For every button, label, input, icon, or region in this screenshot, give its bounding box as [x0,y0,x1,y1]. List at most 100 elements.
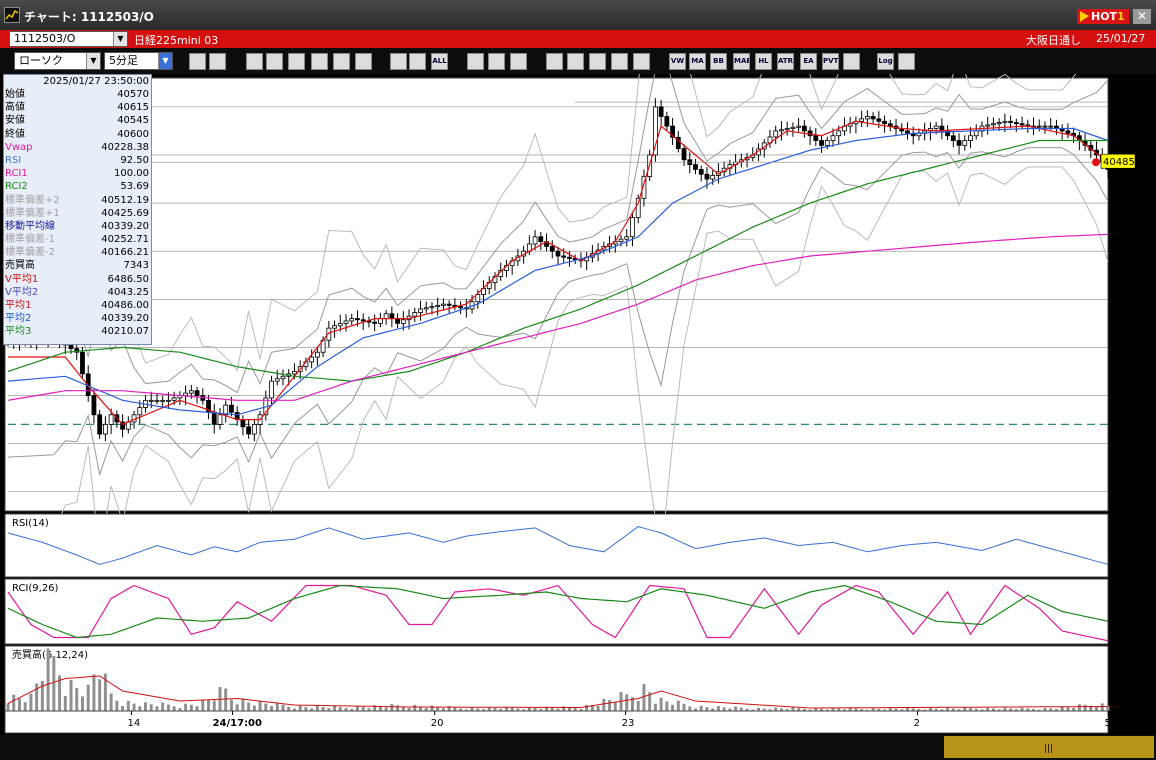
candle-body [314,351,320,358]
volume-bar [527,707,531,711]
trendline-icon[interactable] [246,53,263,70]
hot-badge[interactable]: HOT1 [1077,9,1129,24]
candle-body [876,118,882,122]
candle-body [905,130,910,134]
volume-bar [934,708,938,711]
pen-icon[interactable] [266,53,283,70]
market-date: 25/01/27 [1096,32,1146,45]
volume-bar [630,697,634,711]
window-titlebar[interactable]: チャート: 1112503/O HOT1 ✕ [0,0,1156,30]
candle-body [332,325,337,329]
export-icon[interactable] [898,53,915,70]
clock-icon[interactable] [633,53,650,70]
ma-icon[interactable]: MA [689,53,706,70]
price-tick-label: 40000 [1116,392,1148,403]
volume-bar [969,708,972,711]
bollinger-icon[interactable]: BB [710,53,727,70]
current-price-label: 40485 [1103,157,1135,168]
download-icon[interactable] [546,53,563,70]
log-icon[interactable]: Log [877,53,894,70]
volume-bar [447,706,451,711]
search-icon[interactable] [189,53,206,70]
candle-body [670,125,675,138]
volume-bar [476,708,480,711]
candle-body [549,245,555,252]
candle-body [80,351,85,375]
candle-body [652,106,658,156]
candle-body [154,399,160,402]
pivot-icon[interactable]: PVT [822,53,839,70]
candle-body [395,318,400,324]
volume-bar [304,707,308,711]
volume-bar [716,706,720,711]
volume-bar [1083,704,1087,711]
candle-body [343,320,349,324]
volume-bar [905,707,909,711]
data-row: RCI1 100.00 [4,167,151,180]
volume-bar [791,707,795,711]
pointer-icon[interactable] [288,53,305,70]
data-row: 売買高 7343 [4,259,151,272]
chevron-down-icon[interactable]: ▼ [113,32,127,46]
candle-body [148,399,154,402]
current-price-dot [1092,158,1100,167]
symbol-code-combo[interactable]: 1112503/O ▼ [9,31,128,47]
candle-icon[interactable] [390,53,407,70]
time-tick-label: 20 [431,718,444,729]
chevron-down-icon[interactable]: ▼ [86,53,100,69]
price-tick-label: 40100 [1116,343,1148,354]
color-icon[interactable] [510,53,527,70]
volume-bar [321,706,325,711]
chevron-down-icon[interactable]: ▼ [158,53,172,69]
ea-icon[interactable]: EA [800,53,817,70]
volume-bar [92,674,96,711]
close-button[interactable]: ✕ [1133,9,1151,24]
volume-bar [814,708,818,711]
document-icon[interactable] [333,53,350,70]
volume-bar [6,703,10,711]
time-tick-label: 2 [914,718,920,729]
hl-icon[interactable]: HL [755,53,772,70]
chart-canvas[interactable]: 3980039900400004010040200403004040040500… [0,74,1156,760]
rsi-pane [4,513,1109,578]
mae-icon[interactable]: MAE [733,53,750,70]
rsi-title: RSI(14) [12,518,49,529]
volume-bar [46,648,50,711]
window-icon[interactable] [843,53,860,70]
chart-compare-icon[interactable] [589,53,606,70]
price-tick-label: 40200 [1116,295,1148,306]
volume-bar [1077,704,1081,711]
volume-bar [29,693,33,711]
candle-body [836,130,842,137]
chart-type-select[interactable]: ローソク ▼ [14,52,101,70]
settings-icon[interactable] [467,53,484,70]
trash-icon[interactable] [355,53,372,70]
bar-icon[interactable] [409,53,426,70]
vwap-icon[interactable]: VW [669,53,686,70]
volume-bar [1089,705,1093,711]
candle-body [1036,125,1042,128]
crosshair-icon[interactable] [209,53,226,70]
candle-body [859,118,865,122]
volume-bar [287,706,291,711]
brush-icon[interactable] [488,53,505,70]
series-line [7,233,1109,401]
candle-body [166,399,171,402]
series-line [7,127,1109,416]
all-icon[interactable]: ALL [431,53,448,70]
candle-body [555,250,561,257]
timeframe-select[interactable]: 5分足 ▼ [104,52,173,70]
atr-icon[interactable]: ATR [777,53,794,70]
candle-body [446,303,452,306]
data-row-value: 4043.25 [107,286,149,298]
price-pane [4,77,1109,512]
undo-icon[interactable] [311,53,328,70]
chart-area[interactable]: 3980039900400004010040200403004040040500… [0,74,1156,760]
alert-icon[interactable] [611,53,628,70]
volume-bar [871,708,875,711]
rci-line [7,584,1109,642]
zoom-icon[interactable] [567,53,584,70]
volume-bar [138,706,142,711]
time-tick-label: 24/17:00 [213,718,262,729]
volume-bar [877,708,881,711]
